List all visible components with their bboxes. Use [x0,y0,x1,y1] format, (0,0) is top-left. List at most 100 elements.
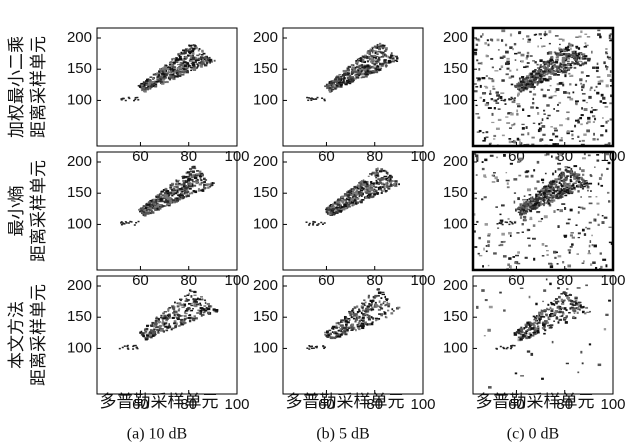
frame [283,28,423,146]
target-speckle [176,58,179,60]
target-speckle [187,182,189,185]
target-speckle [362,59,364,61]
target-speckle [201,63,203,65]
target-speckle [350,194,353,196]
target-speckle [347,67,350,69]
target-speckle [169,65,172,67]
speckle [557,104,559,106]
y-tick-label: 150 [253,184,278,201]
target-speckle [558,296,561,299]
y-tick-label: 100 [253,215,278,232]
target-speckle [201,59,203,61]
target-tail [312,223,314,225]
target-tail [323,348,325,350]
target-tail [316,347,318,349]
target-speckle [333,206,335,208]
speckle [537,180,540,182]
target-speckle [207,303,210,305]
target-speckle [165,330,168,332]
target-speckle [362,61,364,62]
speckle [583,84,585,87]
speckle [581,107,583,109]
target-speckle [196,55,199,57]
target-speckle [375,52,377,54]
speckle [510,266,512,269]
speckle [490,58,493,60]
target-speckle [194,185,197,187]
speckle [584,34,587,35]
target-speckle [159,198,162,201]
target-speckle [177,70,180,72]
target-speckle [359,201,362,203]
speckle [585,227,587,228]
speckle [598,224,600,226]
speckle [522,199,526,201]
target-speckle [189,45,192,47]
target-tail [120,98,122,100]
target-speckle [545,69,547,70]
speckle [533,224,536,227]
target-speckle [192,58,195,60]
target-speckle [550,313,553,315]
speckle [608,162,611,164]
speckle [577,136,579,138]
target-speckle [157,320,159,322]
target-speckle [558,194,560,196]
speckle [559,44,561,45]
speckle [508,138,511,140]
speckle [532,102,534,104]
speckle [584,42,586,44]
target-speckle [559,66,562,67]
target-tail [501,221,503,223]
target-speckle [193,298,195,300]
target-tail [501,100,503,102]
target-speckle [361,326,364,329]
target-speckle [179,325,181,326]
target-speckle [558,319,560,320]
speckle [525,175,528,177]
target-speckle [371,184,373,186]
speckle [579,167,581,170]
speckle [477,78,480,80]
target-speckle [583,186,586,187]
speckle [475,113,479,114]
target-speckle [572,51,574,53]
target-tail [306,97,308,99]
speckle [492,86,494,88]
target-speckle [530,201,533,202]
speckle [559,153,562,156]
speckle [482,33,484,36]
target-speckle [185,313,188,315]
target-tail [313,98,315,100]
speckle [604,217,608,219]
target-speckle [178,308,180,310]
speckle [600,134,603,136]
speckle [601,221,604,224]
speckle [558,102,561,104]
speckle [526,35,529,37]
target-speckle [377,178,380,180]
target-speckle [559,182,561,184]
target-speckle [585,180,587,181]
target-speckle [175,186,178,188]
speckle [516,232,519,233]
target-speckle [586,312,589,313]
target-speckle [326,331,328,333]
target-speckle [198,50,200,52]
target-speckle [371,72,374,73]
speckle [476,39,479,41]
target-speckle [554,178,557,180]
target-speckle [562,292,564,294]
y-tick-label: 100 [67,215,92,232]
target-speckle [522,338,525,339]
target-speckle [144,84,146,86]
speckle [571,134,573,137]
target-speckle [162,78,165,79]
target-speckle [358,186,360,187]
speckle [607,74,611,77]
target-tail [306,347,308,349]
target-speckle [550,183,553,185]
speckle [501,39,503,42]
target-speckle [340,334,343,336]
speckle [556,110,559,111]
